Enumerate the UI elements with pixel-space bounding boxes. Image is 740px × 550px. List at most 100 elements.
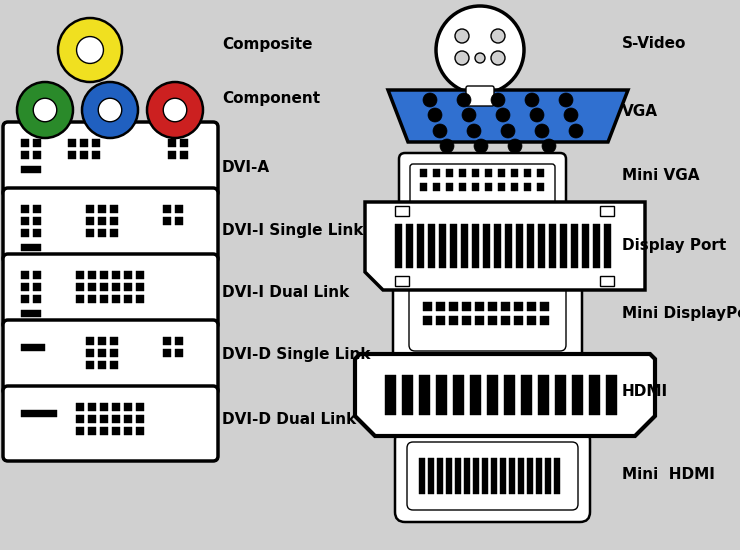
Bar [136,283,144,291]
Bar [600,276,614,286]
Bar [21,229,29,237]
Bar [524,169,531,177]
Bar [98,361,106,369]
Circle shape [564,108,578,122]
Bar [175,205,183,213]
Bar [554,458,560,494]
FancyBboxPatch shape [395,430,590,522]
Bar [449,302,458,311]
Bar [92,139,100,147]
Bar [420,183,427,191]
Bar [464,458,470,494]
Bar [501,316,510,325]
Bar [124,403,132,411]
Bar [511,183,518,191]
Bar [485,169,492,177]
Bar [498,169,505,177]
Circle shape [474,139,488,153]
Bar [514,302,523,311]
FancyBboxPatch shape [409,279,566,351]
Bar [124,427,132,435]
Bar [124,415,132,423]
Circle shape [58,18,122,82]
Bar [98,349,106,357]
Bar [21,283,29,291]
Bar [21,310,41,317]
Bar [537,169,544,177]
Bar [501,302,510,311]
Bar [21,205,29,213]
Bar [136,415,144,423]
Bar [571,224,578,268]
Bar [433,169,440,177]
Bar [511,169,518,177]
Bar [21,217,29,225]
Circle shape [440,139,454,153]
FancyBboxPatch shape [410,164,555,209]
Bar [21,344,45,351]
Bar [498,183,505,191]
Bar [86,349,94,357]
FancyBboxPatch shape [3,320,218,395]
Bar [76,403,84,411]
Polygon shape [388,90,628,142]
Bar [163,337,171,345]
Bar [436,316,445,325]
Circle shape [147,82,203,138]
Bar [136,271,144,279]
Bar [428,224,435,268]
FancyBboxPatch shape [407,442,578,510]
Polygon shape [355,354,655,436]
Bar [76,271,84,279]
Bar [175,217,183,225]
Circle shape [491,51,505,65]
Bar [80,139,88,147]
Bar [538,224,545,268]
Bar [455,458,461,494]
Bar [475,316,484,325]
Text: DVI-A: DVI-A [222,160,270,175]
Bar [33,139,41,147]
Polygon shape [365,202,645,290]
Bar [100,415,108,423]
Circle shape [525,93,539,107]
Circle shape [436,6,524,94]
Circle shape [428,108,442,122]
Bar [33,295,41,303]
Text: Mini  HDMI: Mini HDMI [622,466,715,482]
Bar [21,244,41,251]
Bar [86,229,94,237]
Bar [21,166,41,173]
Bar [437,458,443,494]
FancyBboxPatch shape [3,188,218,263]
Circle shape [457,93,471,107]
Bar [487,375,498,415]
Bar [98,205,106,213]
Bar [555,375,566,415]
Bar [100,427,108,435]
Circle shape [433,124,447,138]
Bar [112,427,120,435]
Bar [110,361,118,369]
Bar [545,458,551,494]
Bar [491,458,497,494]
Circle shape [501,124,515,138]
Text: DVI-I Dual Link: DVI-I Dual Link [222,285,349,300]
Bar [76,295,84,303]
Bar [500,458,506,494]
Bar [175,337,183,345]
Bar [540,316,549,325]
Bar [110,229,118,237]
Bar [88,295,96,303]
Bar [80,151,88,159]
Bar [163,205,171,213]
Bar [461,224,468,268]
Bar [406,224,413,268]
Bar [76,283,84,291]
Circle shape [475,53,485,63]
Bar [604,224,611,268]
Circle shape [17,82,73,138]
Bar [549,224,556,268]
Bar [560,224,567,268]
Circle shape [82,82,138,138]
